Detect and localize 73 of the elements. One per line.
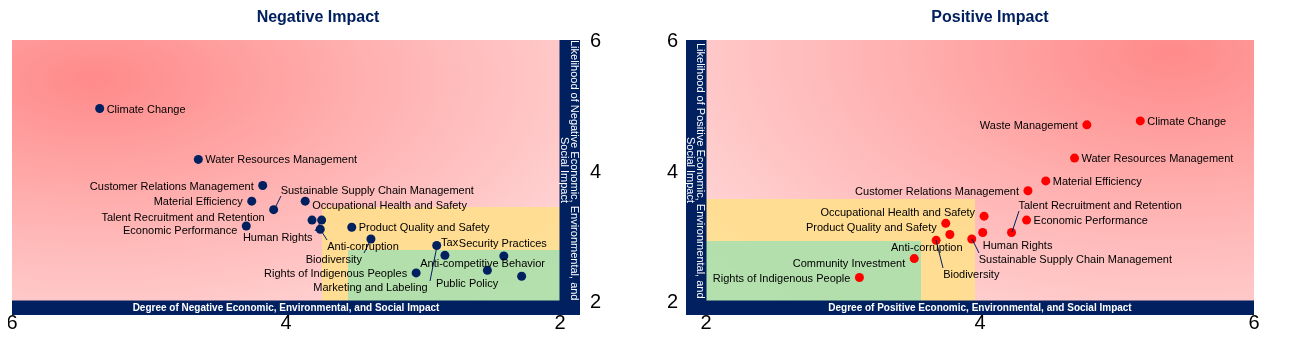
y-tick-label: 2 — [666, 290, 678, 313]
chart-title: Negative Impact — [256, 8, 380, 25]
point — [432, 241, 442, 251]
point — [241, 221, 251, 231]
point — [941, 218, 951, 228]
annotation: Talent Recruitment and Retention — [101, 210, 265, 223]
annotation: Customer Relations Management — [855, 184, 1019, 197]
y-tick-label: 4 — [666, 159, 678, 182]
annotation: Economic Performance — [1033, 214, 1148, 227]
y-tick-label: 2 — [590, 290, 602, 313]
point — [307, 215, 317, 225]
annotation: Sustainable Supply Chain Management — [280, 183, 474, 196]
annotation: Climate Change — [106, 102, 186, 115]
annotation: Occupational Health and Safety — [312, 199, 467, 212]
annotation: Community Investment — [792, 256, 906, 269]
x-tick-label: 6 — [6, 311, 18, 334]
annotation: Human Rights — [982, 239, 1053, 252]
point — [95, 104, 105, 114]
annotation: Product Quality and Safety — [805, 221, 937, 234]
y-tick-label: 6 — [590, 29, 602, 52]
annotation: Water Resources Management — [1081, 152, 1234, 165]
y-tick-label: 6 — [666, 29, 678, 52]
annotation: Anti-competitive Behavior — [420, 257, 545, 270]
annotation: Material Efficiency — [1052, 174, 1142, 187]
annotation: Rights of Indigenous Peoples — [264, 266, 408, 279]
annotation: Material Efficiency — [153, 195, 243, 208]
annotation: Rights of Indigenous People — [712, 271, 851, 284]
point — [193, 154, 203, 164]
annotation: Climate Change — [1147, 114, 1227, 127]
point — [1007, 227, 1017, 237]
annotation: Waste Management — [979, 118, 1078, 131]
x-tick-label: 4 — [974, 311, 986, 334]
point — [411, 268, 421, 278]
annotation: Human Rights — [242, 231, 313, 244]
x-axis-title: Degree of Negative Economic, Environmental, and Social Impact — [132, 302, 440, 313]
point — [347, 222, 357, 232]
annotation: Customer Relations Management — [89, 179, 254, 192]
x-tick-label: 4 — [280, 311, 292, 334]
annotation: Security Practices — [458, 236, 547, 249]
point — [1070, 153, 1080, 163]
annotation: Economic Performance — [122, 223, 238, 236]
point — [978, 227, 988, 237]
point — [909, 254, 919, 264]
annotation: Product Quality and Safety — [358, 221, 490, 234]
point — [979, 211, 989, 221]
x-tick-label: 2 — [700, 311, 712, 334]
point — [247, 196, 257, 206]
chart-title: Positive Impact — [931, 8, 1049, 25]
point — [1135, 116, 1145, 126]
y-tick-label: 4 — [590, 159, 602, 182]
point — [1082, 120, 1092, 130]
annotation: Marketing and Labeling — [313, 280, 428, 293]
point — [300, 196, 310, 206]
x-axis-title: Degree of Positive Economic, Environmental, and Social Impact — [828, 302, 1132, 313]
annotation: Biodiversity — [305, 253, 362, 265]
x-tick-label: 6 — [1248, 311, 1260, 334]
point — [854, 273, 864, 283]
point — [1041, 176, 1051, 186]
x-tick-label: 2 — [554, 311, 566, 334]
annotation: Occupational Health and Safety — [820, 206, 976, 219]
point — [517, 271, 527, 281]
annotation: Biodiversity — [943, 268, 1000, 281]
point — [258, 181, 268, 191]
point — [945, 229, 955, 239]
point — [269, 205, 279, 215]
annotation: Sustainable Supply Chain Management — [978, 253, 1173, 265]
annotation: Tax — [441, 236, 459, 249]
point — [1022, 215, 1032, 225]
point — [1023, 186, 1033, 196]
point — [440, 250, 450, 260]
annotation: Water Resources Management — [205, 153, 358, 166]
annotation: Talent Recruitment and Retention — [1018, 199, 1182, 212]
annotation: Public Policy — [435, 277, 499, 290]
